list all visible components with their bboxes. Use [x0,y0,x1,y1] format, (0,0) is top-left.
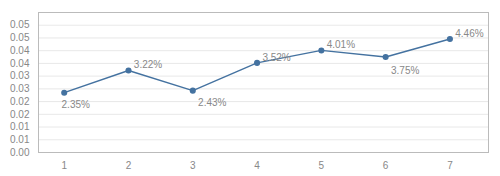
svg-text:2.35%: 2.35% [62,99,90,110]
svg-text:0.04: 0.04 [10,58,30,69]
svg-text:0.02: 0.02 [10,109,30,120]
svg-text:0.01: 0.01 [10,134,30,145]
svg-text:0.02: 0.02 [10,96,30,107]
svg-text:3.75%: 3.75% [391,65,419,76]
svg-text:4: 4 [254,160,260,171]
svg-text:0.05: 0.05 [10,32,30,43]
svg-text:4.01%: 4.01% [327,39,355,50]
svg-text:3.22%: 3.22% [134,59,162,70]
svg-text:0.04: 0.04 [10,45,30,56]
svg-text:2.43%: 2.43% [198,97,226,108]
svg-text:0.03: 0.03 [10,70,30,81]
svg-text:0.01: 0.01 [10,121,30,132]
svg-text:5: 5 [319,160,325,171]
svg-text:2: 2 [126,160,132,171]
svg-text:3.52%: 3.52% [262,52,290,63]
svg-text:0.00: 0.00 [10,147,30,158]
svg-text:3: 3 [190,160,196,171]
svg-text:7: 7 [447,160,453,171]
svg-text:0.03: 0.03 [10,83,30,94]
svg-text:1: 1 [61,160,67,171]
svg-text:4.46%: 4.46% [455,28,483,39]
svg-text:0.05: 0.05 [10,19,30,30]
svg-text:6: 6 [383,160,389,171]
